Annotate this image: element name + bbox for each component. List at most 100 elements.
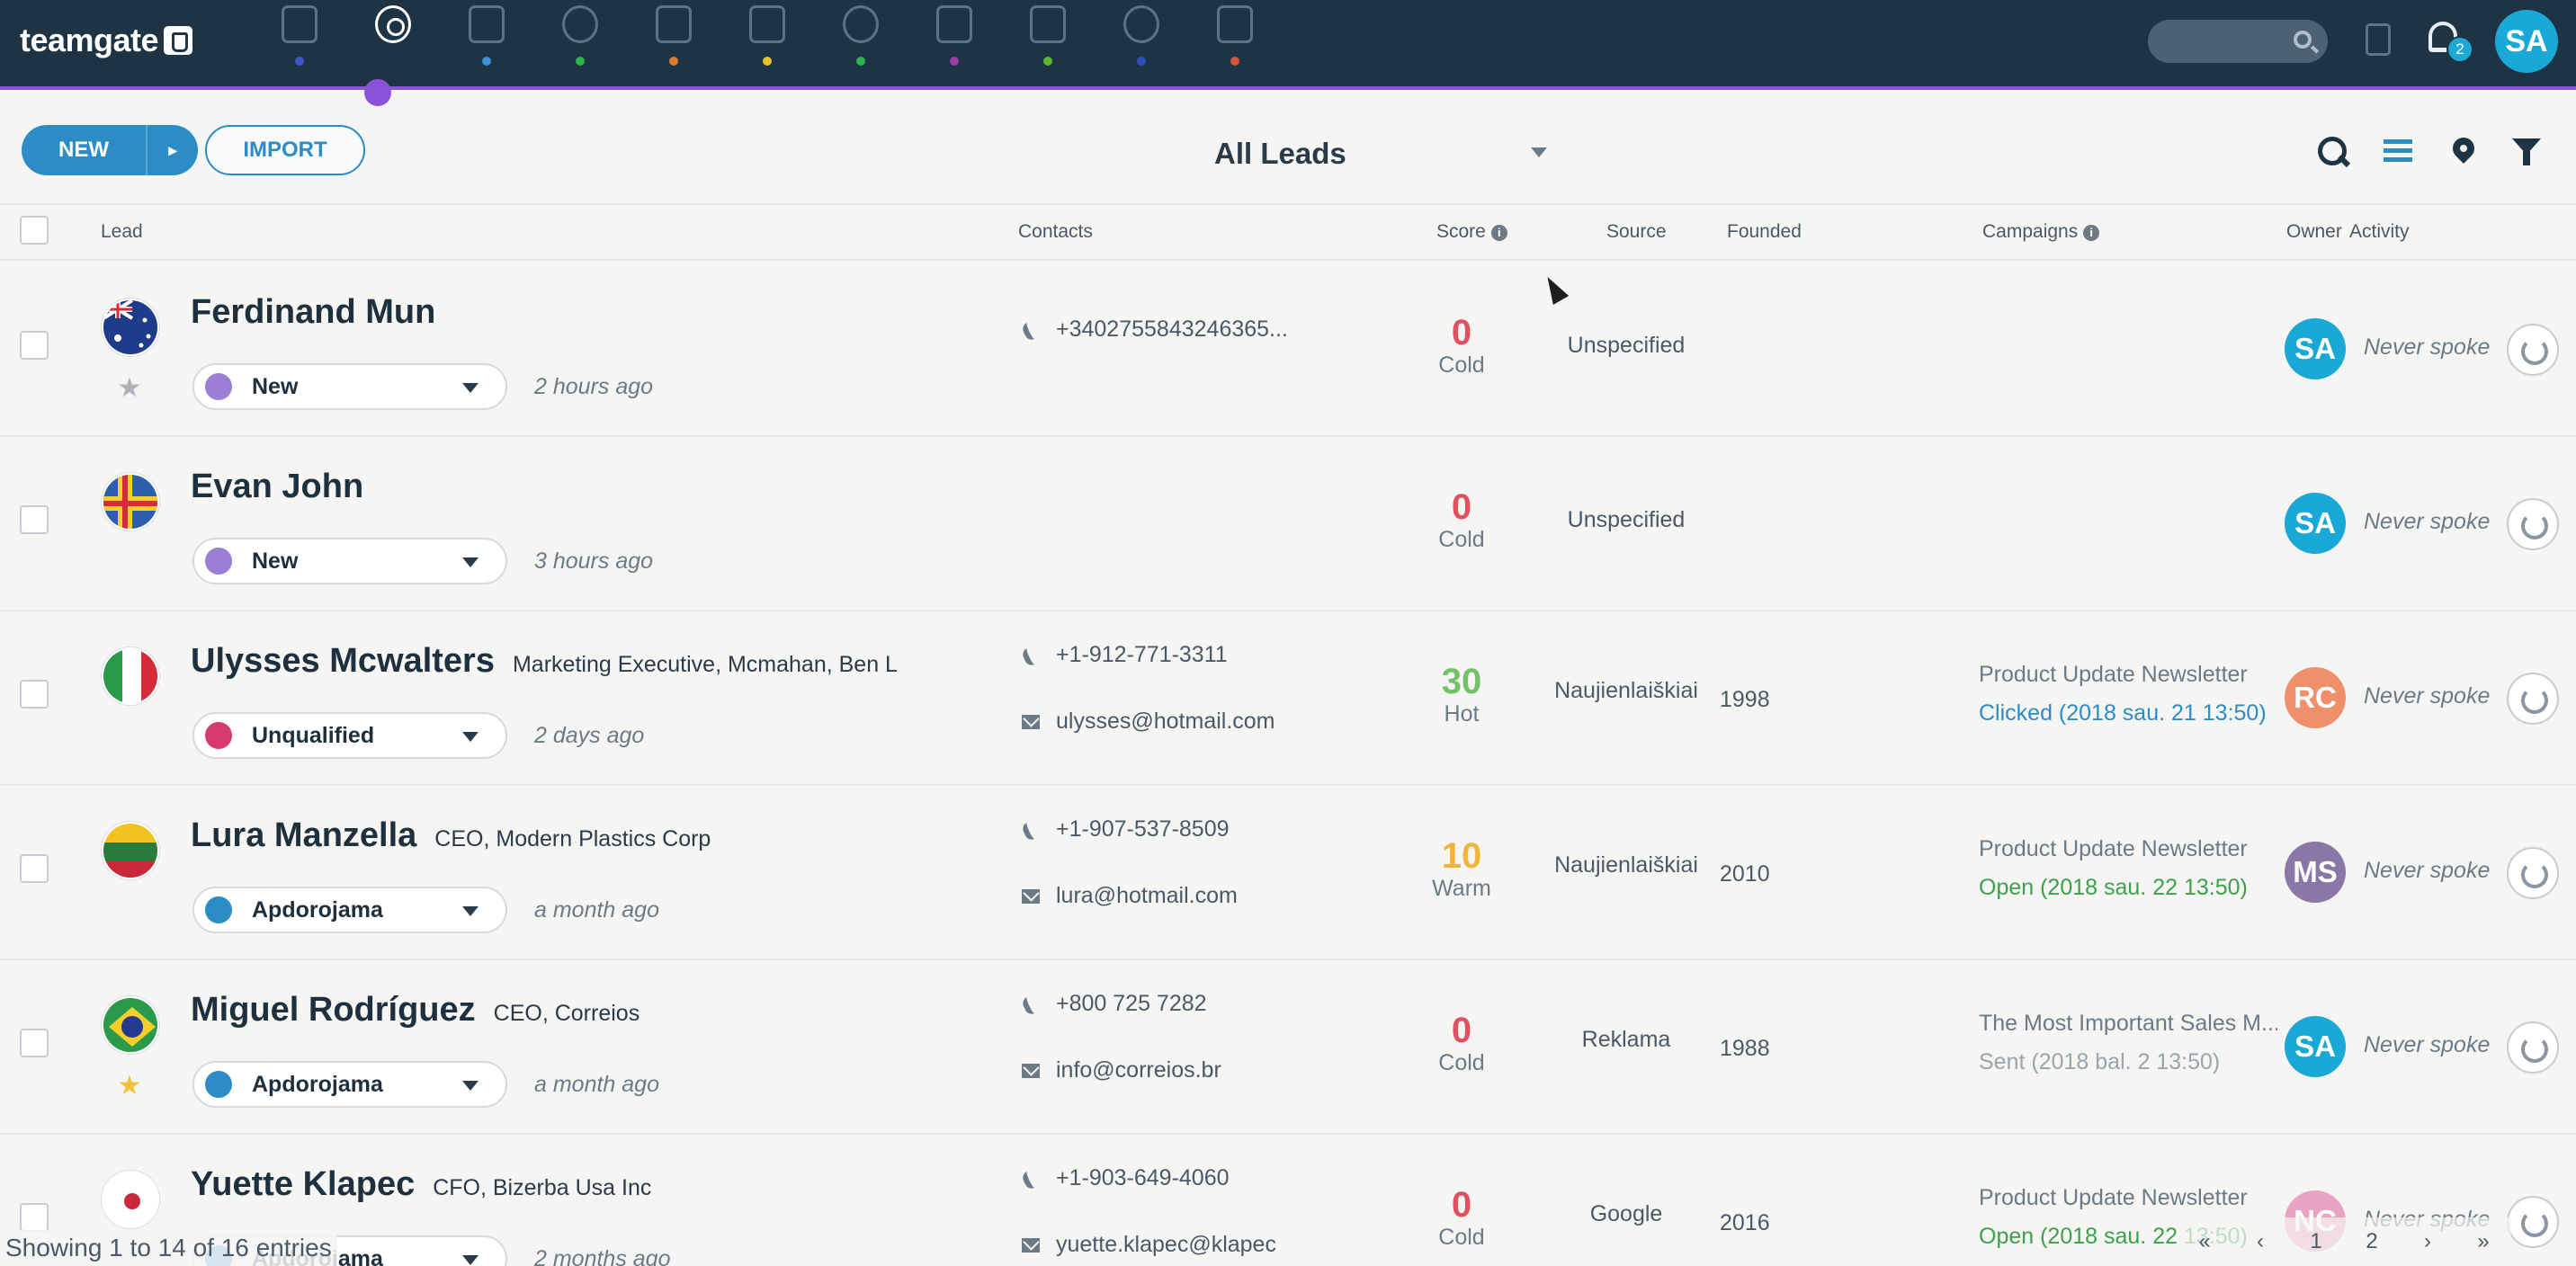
phone-number[interactable]: +1-912-771-3311 bbox=[1056, 642, 1228, 667]
refresh-icon[interactable] bbox=[2507, 847, 2559, 899]
nav-finance[interactable] bbox=[1187, 0, 1281, 86]
owner-avatar[interactable]: SA bbox=[2285, 1016, 2346, 1077]
email-contact[interactable]: ulysses@hotmail.com bbox=[1022, 709, 1275, 735]
phone-contact[interactable]: +3402755843246365... bbox=[1022, 316, 1288, 343]
nav-deals[interactable] bbox=[626, 0, 720, 86]
table-row[interactable]: Lura Manzella CEO, Modern Plastics Corp Ap… bbox=[0, 786, 2576, 960]
email-address[interactable]: info@correios.br bbox=[1056, 1057, 1221, 1083]
email-address[interactable]: ulysses@hotmail.com bbox=[1056, 709, 1275, 734]
campaign-info[interactable]: Product Update Newsletter Open (2018 sau.… bbox=[1979, 836, 2277, 901]
row-checkbox[interactable] bbox=[20, 854, 49, 883]
phone-number[interactable]: +800 725 7282 bbox=[1056, 991, 1207, 1016]
refresh-icon[interactable] bbox=[2507, 1196, 2559, 1248]
caret-right-icon[interactable]: ▸ bbox=[168, 140, 177, 159]
info-icon[interactable]: i bbox=[2083, 225, 2100, 241]
col-founded[interactable]: Founded bbox=[1727, 221, 1802, 242]
col-activity[interactable]: Activity bbox=[2349, 221, 2410, 242]
owner-avatar[interactable]: SA bbox=[2285, 493, 2346, 554]
page-link[interactable]: » bbox=[2477, 1229, 2490, 1253]
table-row[interactable]: Evan John New 3 hours ago 0 Cold Unspecified S… bbox=[0, 437, 2576, 611]
refresh-icon[interactable] bbox=[2507, 324, 2559, 376]
email-contact[interactable]: lura@hotmail.com bbox=[1022, 883, 1238, 909]
phone-contact[interactable]: +800 725 7282 bbox=[1022, 991, 1207, 1017]
lead-name[interactable]: Lura Manzella CEO, Modern Plastics Corp bbox=[191, 816, 711, 855]
lead-name-text[interactable]: Yuette Klapec bbox=[191, 1165, 416, 1203]
lead-status-select[interactable]: New bbox=[192, 363, 507, 410]
lead-name-text[interactable]: Evan John bbox=[191, 468, 364, 505]
email-contact[interactable]: yuette.klapec@klapec bbox=[1022, 1232, 1276, 1258]
col-contacts[interactable]: Contacts bbox=[1018, 221, 1093, 242]
nav-people[interactable] bbox=[532, 0, 626, 86]
nav-dashboard[interactable] bbox=[252, 0, 345, 86]
email-address[interactable]: lura@hotmail.com bbox=[1056, 883, 1238, 908]
lead-name[interactable]: Evan John bbox=[191, 468, 363, 506]
campaign-info[interactable]: Product Update Newsletter Clicked (2018 s… bbox=[1979, 662, 2277, 727]
global-search-input[interactable] bbox=[2148, 20, 2328, 63]
row-checkbox[interactable] bbox=[20, 331, 49, 360]
new-lead-button[interactable]: NEW ▸ bbox=[22, 125, 198, 175]
search-icon[interactable] bbox=[2316, 135, 2352, 171]
import-button[interactable]: IMPORT bbox=[205, 125, 365, 175]
nav-leads[interactable] bbox=[345, 0, 439, 86]
campaign-name[interactable]: Product Update Newsletter bbox=[1979, 1185, 2248, 1210]
nav-reports[interactable] bbox=[1094, 0, 1187, 86]
user-avatar[interactable]: SA bbox=[2495, 10, 2558, 73]
email-contact[interactable]: info@correios.br bbox=[1022, 1057, 1221, 1083]
campaign-name[interactable]: Product Update Newsletter bbox=[1979, 836, 2248, 861]
col-owner[interactable]: Owner bbox=[2286, 221, 2342, 242]
nav-calendar[interactable] bbox=[720, 0, 813, 86]
phone-contact[interactable]: +1-907-537-8509 bbox=[1022, 816, 1230, 843]
owner-avatar[interactable]: MS bbox=[2285, 842, 2346, 903]
col-source[interactable]: Source bbox=[1606, 221, 1667, 242]
view-selector[interactable]: All Leads bbox=[1214, 131, 1556, 176]
phone-contact[interactable]: +1-912-771-3311 bbox=[1022, 642, 1228, 668]
row-checkbox[interactable] bbox=[20, 1029, 49, 1057]
nav-messages[interactable] bbox=[813, 0, 907, 86]
row-checkbox[interactable] bbox=[20, 1203, 49, 1232]
row-checkbox[interactable] bbox=[20, 680, 49, 709]
nav-documents[interactable] bbox=[1000, 0, 1094, 86]
col-score[interactable]: Score i bbox=[1436, 221, 1507, 243]
owner-avatar[interactable]: RC bbox=[2285, 667, 2346, 728]
star-icon[interactable]: ★ bbox=[117, 1071, 142, 1101]
page-link[interactable]: 2 bbox=[2366, 1229, 2378, 1253]
row-checkbox[interactable] bbox=[20, 505, 49, 534]
filter-icon[interactable] bbox=[2509, 135, 2545, 171]
lead-status-select[interactable]: Apdorojama bbox=[192, 887, 507, 933]
lead-status-select[interactable]: New bbox=[192, 538, 507, 584]
refresh-icon[interactable] bbox=[2507, 673, 2559, 725]
col-campaigns[interactable]: Campaigns i bbox=[1982, 221, 2100, 243]
lead-status-select[interactable]: Apdorojama bbox=[192, 1061, 507, 1108]
teamgate-logo[interactable]: teamgate bbox=[20, 22, 193, 59]
owner-avatar[interactable]: SA bbox=[2285, 318, 2346, 379]
lead-name[interactable]: Yuette Klapec CFO, Bizerba Usa Inc bbox=[191, 1165, 651, 1204]
list-view-icon[interactable] bbox=[2384, 135, 2419, 171]
campaign-info[interactable]: The Most Important Sales M... Sent (2018 … bbox=[1979, 1011, 2277, 1075]
phone-number[interactable]: +3402755843246365... bbox=[1056, 316, 1288, 342]
map-pin-icon[interactable] bbox=[2448, 135, 2484, 171]
lead-name-text[interactable]: Miguel Rodríguez bbox=[191, 991, 476, 1029]
lead-status-select[interactable]: Unqualified bbox=[192, 712, 507, 759]
nav-companies[interactable] bbox=[439, 0, 532, 86]
page-link[interactable]: › bbox=[2424, 1229, 2431, 1253]
phone-number[interactable]: +1-903-649-4060 bbox=[1056, 1165, 1230, 1190]
lead-name-text[interactable]: Ferdinand Mun bbox=[191, 293, 436, 331]
page-link[interactable]: 1 bbox=[2310, 1229, 2322, 1253]
campaign-name[interactable]: Product Update Newsletter bbox=[1979, 662, 2248, 687]
lead-name-text[interactable]: Ulysses Mcwalters bbox=[191, 642, 495, 680]
lead-name[interactable]: Ulysses Mcwalters Marketing Executive, Mc… bbox=[191, 642, 898, 681]
campaign-name[interactable]: The Most Important Sales M... bbox=[1979, 1011, 2277, 1036]
table-row[interactable]: Ulysses Mcwalters Marketing Executive, Mc… bbox=[0, 611, 2576, 786]
email-address[interactable]: yuette.klapec@klapec bbox=[1056, 1232, 1276, 1257]
col-lead[interactable]: Lead bbox=[101, 221, 143, 242]
table-row[interactable]: ★ Ferdinand Mun New 2 hours ago +34027558432… bbox=[0, 263, 2576, 437]
lead-name[interactable]: Miguel Rodríguez CEO, Correios bbox=[191, 991, 640, 1030]
info-icon[interactable]: i bbox=[1490, 225, 1507, 241]
lead-name-text[interactable]: Lura Manzella bbox=[191, 816, 417, 854]
nav-inbox[interactable] bbox=[907, 0, 1000, 86]
page-link[interactable]: ‹ bbox=[2257, 1229, 2264, 1253]
refresh-icon[interactable] bbox=[2507, 498, 2559, 550]
star-icon[interactable]: ★ bbox=[117, 373, 142, 403]
lead-name[interactable]: Ferdinand Mun bbox=[191, 293, 435, 332]
phone-book-icon[interactable] bbox=[2366, 23, 2391, 56]
